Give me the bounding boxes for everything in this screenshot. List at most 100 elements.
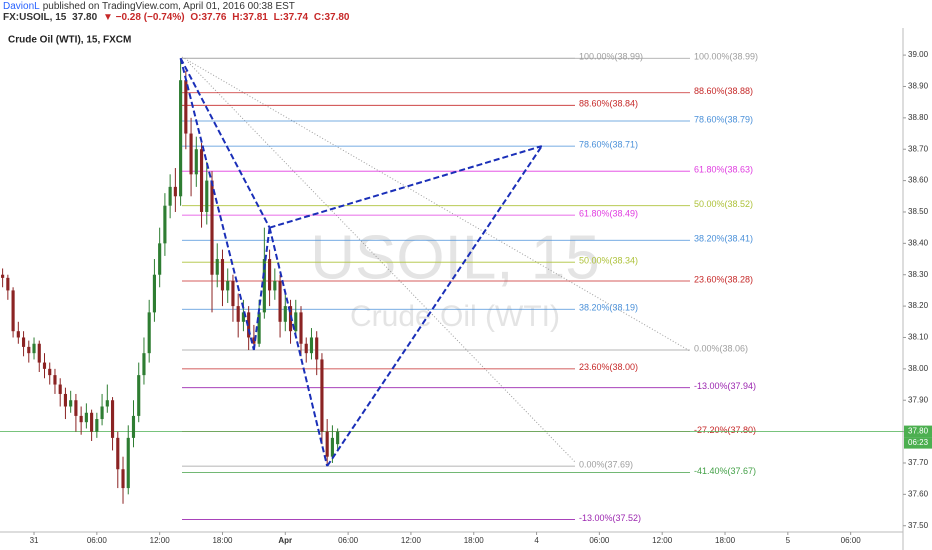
y-tick-label: 38.10 [908,333,929,342]
last-price-box [904,425,932,438]
x-tick-label: 06:00 [589,536,610,545]
watermark-symbol: USOIL, 15 [310,223,599,292]
candle-body [288,306,293,332]
candle-body [69,400,73,407]
candle-body [252,337,256,344]
candle-body [1,274,5,278]
chart-title: Crude Oil (WTI), 15, FXCM [8,35,131,46]
candle-body [27,346,31,354]
pattern-leg [268,227,329,467]
quote-high: H:37.81 [232,12,268,23]
y-tick-label: 38.70 [908,144,929,153]
author[interactable]: DavionL [3,1,40,12]
quote-line: FX:USOIL, 15 37.80 ▼ −0.28 (−0.74%) O:37… [3,12,352,23]
x-tick-label: Apr [278,536,292,545]
candle-body [309,337,314,354]
fib-label: 0.00%(38.06) [694,343,748,353]
x-tick-label: 4 [534,536,539,545]
candle-body [262,259,266,313]
published: published on TradingView.com, April 01, … [42,1,295,12]
watermark-name: Crude Oil (WTI) [350,300,560,333]
quote-low: L:37.74 [273,12,309,23]
x-tick-label: 18:00 [212,536,233,545]
x-tick-label: 12:00 [401,536,422,545]
candle-body [205,180,209,212]
y-tick-label: 38.20 [908,301,929,310]
candle-body [63,393,68,407]
candle-body [110,400,115,438]
candle-body [236,306,240,322]
candle-body [100,406,104,420]
y-tick-label: 39.00 [908,50,929,59]
y-tick-label: 37.50 [908,521,929,530]
candle-body [21,337,26,347]
candle-body [142,353,146,376]
candle-body [330,437,334,457]
candle-body [90,412,94,432]
symbol: FX:USOIL, 15 [3,12,67,23]
fib-label: 78.60%(38.79) [694,114,753,124]
x-tick-label: 12:00 [652,536,673,545]
candle-body [189,133,193,175]
fib-label: 100.00%(38.99) [694,52,758,62]
fib-label: 50.00%(38.34) [579,256,638,266]
fib-label: 38.20%(38.19) [579,303,638,313]
y-tick-label: 37.70 [908,458,929,467]
candle-body [152,274,156,313]
pattern-leg [179,57,271,229]
candle-body [37,343,41,363]
candle-body [58,384,62,394]
candle-body [84,412,88,423]
candle-body [278,281,282,322]
y-tick-label: 37.90 [908,395,929,404]
fib-label: 61.80%(38.63) [694,165,753,175]
publish-line: DavionL published on TradingView.com, Apr… [3,1,352,12]
pattern-leg [179,57,255,351]
candle-body [199,149,204,212]
x-tick-label: 06:00 [841,536,862,545]
candle-body [315,337,319,360]
candle-body [42,362,47,369]
fib-label: 23.60%(38.00) [579,362,638,372]
candle-body [6,277,10,291]
quote-change: ▼ −0.28 (−0.74%) [102,12,185,23]
fib-label: 88.60%(38.84) [579,99,638,109]
candle-body [241,312,245,322]
candle-body [194,149,198,175]
candle-body [158,243,162,275]
candle-body [283,306,287,322]
fib-label: 50.00%(38.52) [694,199,753,209]
candle-body [168,186,172,206]
candle-body [179,80,183,197]
candle-body [116,437,120,470]
x-tick-label: 06:00 [87,536,108,545]
candle-body [95,419,99,432]
fib-label: -13.00%(37.94) [694,381,756,391]
candle-body [257,312,261,344]
candle-body [226,281,230,291]
y-tick-label: 38.90 [908,82,929,91]
fib-label: 61.80%(38.49) [579,208,638,218]
candle-body [173,186,177,197]
y-tick-label: 38.30 [908,270,929,279]
candle-body [304,343,308,354]
pattern-leg [252,227,271,351]
candle-body [126,437,130,489]
candle-body [163,205,167,244]
candle-body [320,359,324,432]
countdown-box [904,437,932,449]
candle-body [325,431,329,457]
fib-label: 78.60%(38.71) [579,139,638,149]
fib-label: 38.20%(38.41) [694,234,753,244]
fib-label: 88.60%(38.88) [694,86,753,96]
candle-body [121,469,125,489]
pattern-leg [269,145,543,229]
candle-body [32,343,36,354]
candle-body [137,375,141,416]
y-tick-label: 38.60 [908,176,929,185]
candle-body [336,431,340,445]
fib-label: 0.00%(37.69) [579,459,633,469]
quote-open: O:37.76 [190,12,227,23]
candle-body [74,400,78,416]
x-tick-label: 18:00 [464,536,485,545]
